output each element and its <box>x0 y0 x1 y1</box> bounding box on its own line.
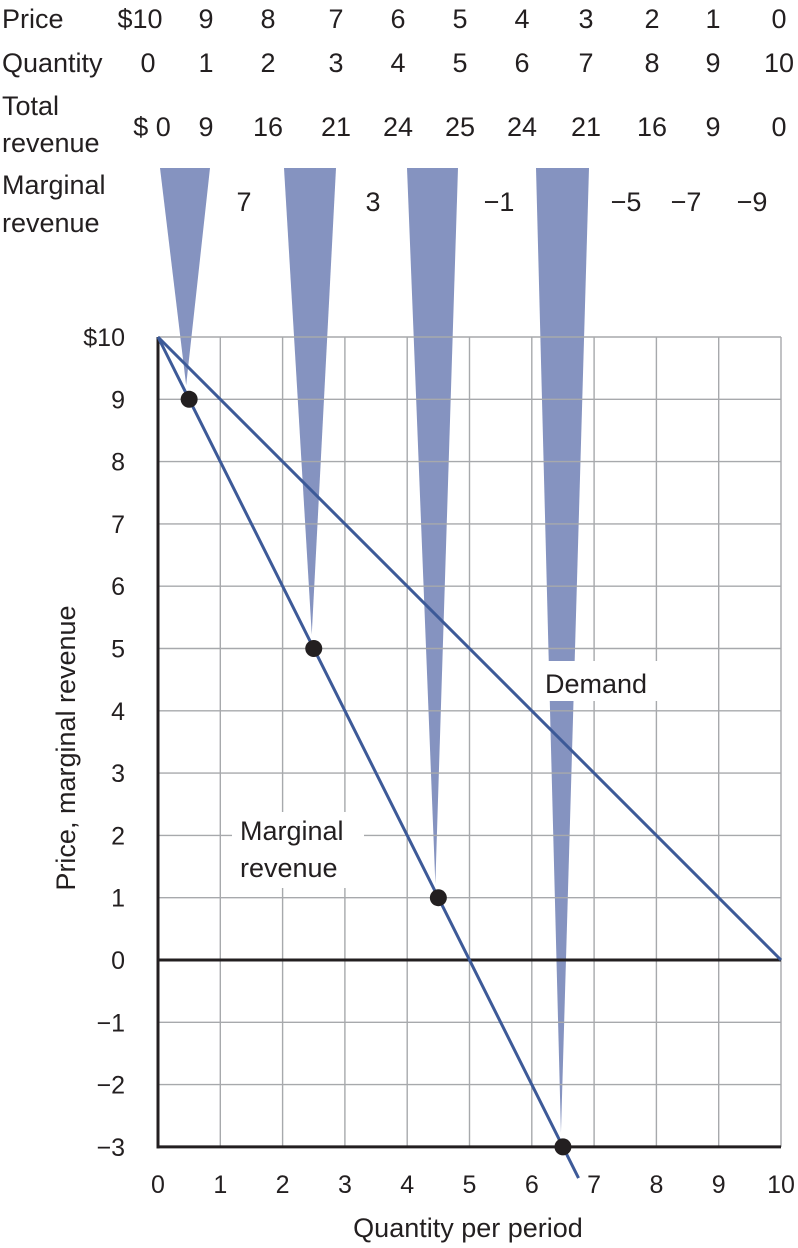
table-cell: 10 <box>764 48 794 78</box>
y-tick-label: 3 <box>111 760 125 788</box>
y-tick-label: 5 <box>111 636 125 664</box>
table-cell: 25 <box>445 112 475 142</box>
x-tick-label: 6 <box>525 1171 539 1199</box>
table-cell: −7 <box>671 187 702 217</box>
data-point <box>305 640 323 657</box>
table-cell: 9 <box>198 4 213 34</box>
table-cell: −9 <box>737 187 768 217</box>
y-tick-label: −3 <box>96 1134 125 1162</box>
y-tick-label: 0 <box>111 947 125 975</box>
data-point <box>180 390 198 408</box>
y-tick-labels: $10 9 8 7 6 5 4 3 2 1 0 −1 −2 −3 <box>83 324 125 1162</box>
x-axis-label: Quantity per period <box>353 1213 583 1243</box>
table-row-label: revenue <box>2 128 100 158</box>
y-tick-label: 9 <box>111 386 125 414</box>
table-cell: 8 <box>260 4 275 34</box>
y-tick-label: 2 <box>111 822 125 850</box>
table-row-label: revenue <box>2 208 100 238</box>
x-tick-label: 0 <box>151 1171 165 1199</box>
table-cell: 5 <box>452 48 467 78</box>
plot-grid <box>158 336 782 1147</box>
table-cell: 3 <box>328 48 343 78</box>
pointer-wedge <box>536 168 589 1133</box>
table-cell: −5 <box>611 187 642 217</box>
table-cell: 6 <box>390 4 405 34</box>
data-point <box>429 889 447 907</box>
table-cell: 9 <box>705 112 720 142</box>
table-cell: 2 <box>260 48 275 78</box>
table-row-label: Price <box>2 4 64 34</box>
plot-series <box>156 335 783 1179</box>
y-tick-label: 1 <box>111 885 125 913</box>
x-tick-label: 7 <box>587 1171 601 1199</box>
marginal-revenue-line <box>156 336 580 1179</box>
demand-label: Demand <box>545 669 647 699</box>
mr-label-line2: revenue <box>240 853 338 883</box>
table-cell: −1 <box>484 187 515 217</box>
y-tick-label: $10 <box>83 324 125 352</box>
x-tick-label: 10 <box>767 1171 795 1199</box>
table-cell: 24 <box>383 112 413 142</box>
table-cell: 2 <box>644 4 659 34</box>
demand-line <box>156 335 783 962</box>
table-cell: 21 <box>571 112 601 142</box>
table-cell: 0 <box>771 112 786 142</box>
table-cell: 1 <box>198 48 213 78</box>
x-tick-label: 4 <box>400 1171 414 1199</box>
table-cell: 9 <box>705 48 720 78</box>
table-row-label: Total <box>2 91 59 121</box>
table-cell: 4 <box>390 48 405 78</box>
plot-axes <box>156 337 781 1149</box>
table-cell: 21 <box>321 112 351 142</box>
table-cell: 16 <box>637 112 667 142</box>
demand-label-box <box>534 661 668 701</box>
curve-labels: Demand Marginal revenue <box>180 390 668 1156</box>
table-cell: 7 <box>328 4 343 34</box>
table-cell: 6 <box>514 48 529 78</box>
table-cell: $ 0 <box>133 112 171 142</box>
table-cell: 0 <box>771 4 786 34</box>
y-tick-label: 6 <box>111 573 125 601</box>
x-tick-labels: 0 1 2 3 4 5 6 7 8 9 10 <box>151 1171 795 1199</box>
pointer-wedge <box>284 168 336 635</box>
x-tick-label: 2 <box>276 1171 290 1199</box>
pointer-wedge <box>160 168 210 386</box>
x-tick-label: 3 <box>338 1171 352 1199</box>
table-cell: 7 <box>578 48 593 78</box>
mr-label-line1: Marginal <box>240 816 344 846</box>
y-tick-label: 7 <box>111 511 125 539</box>
x-tick-label: 5 <box>463 1171 477 1199</box>
table-cell: 9 <box>198 112 213 142</box>
x-tick-label: 8 <box>649 1171 663 1199</box>
x-tick-label: 9 <box>712 1171 726 1199</box>
table-cell: 5 <box>452 4 467 34</box>
x-tick-label: 1 <box>213 1171 227 1199</box>
table-cell: 0 <box>140 48 155 78</box>
table-cell: 1 <box>705 4 720 34</box>
table-cell: 3 <box>578 4 593 34</box>
table-row-label: Marginal <box>2 170 106 200</box>
table-cell: 24 <box>507 112 537 142</box>
y-tick-label: −2 <box>96 1072 125 1100</box>
table-cell: 3 <box>365 187 380 217</box>
y-tick-label: −1 <box>96 1009 125 1037</box>
mr-label-box <box>232 812 364 888</box>
y-tick-label: 8 <box>111 449 125 477</box>
table-cell: 4 <box>514 4 529 34</box>
table-cell: $10 <box>117 4 162 34</box>
table-cell: 7 <box>236 187 251 217</box>
pointer-wedge <box>407 168 458 884</box>
y-axis-label: Price, marginal revenue <box>51 605 81 890</box>
y-tick-label: 4 <box>111 698 125 726</box>
table-cell: 8 <box>644 48 659 78</box>
table-row-label: Quantity <box>2 48 103 78</box>
data-point <box>554 1138 572 1156</box>
table-pointers <box>160 168 589 1133</box>
table-cell: 16 <box>253 112 283 142</box>
